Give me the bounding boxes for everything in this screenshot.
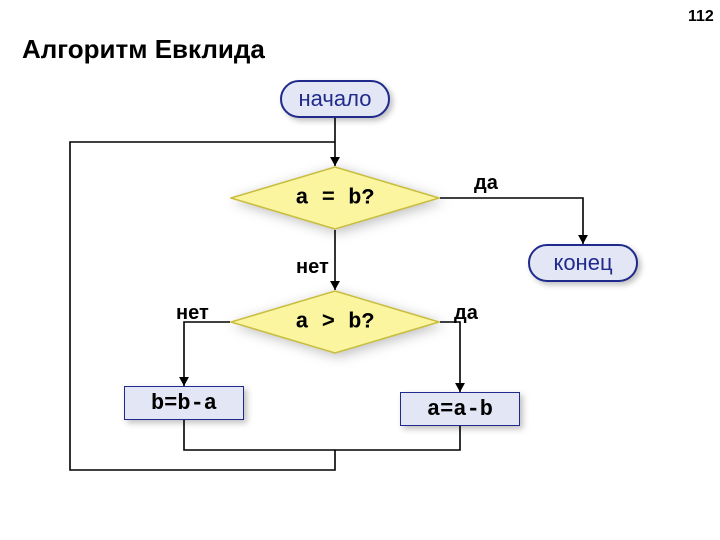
terminal-end: конец [528,244,638,282]
page-title: Алгоритм Евклида [22,34,265,65]
edge-label-d2-no: нет [176,302,209,325]
process-a-minus-b-label: a=a-b [427,397,493,422]
edge-label-d1-no: нет [296,256,329,279]
terminal-end-label: конец [553,250,612,276]
edge-label-d1-yes: да [474,172,498,195]
terminal-start: начало [280,80,390,118]
page-number: 112 [688,8,714,26]
terminal-start-label: начало [299,86,372,112]
process-b-minus-a-label: b=b-a [151,391,217,416]
process-b-minus-a: b=b-a [124,386,244,420]
decision-a-gt-b-label: a > b? [295,310,374,335]
edge-label-d2-yes: да [454,302,478,325]
process-a-minus-b: a=a-b [400,392,520,426]
decision-a-eq-b-label: a = b? [295,186,374,211]
